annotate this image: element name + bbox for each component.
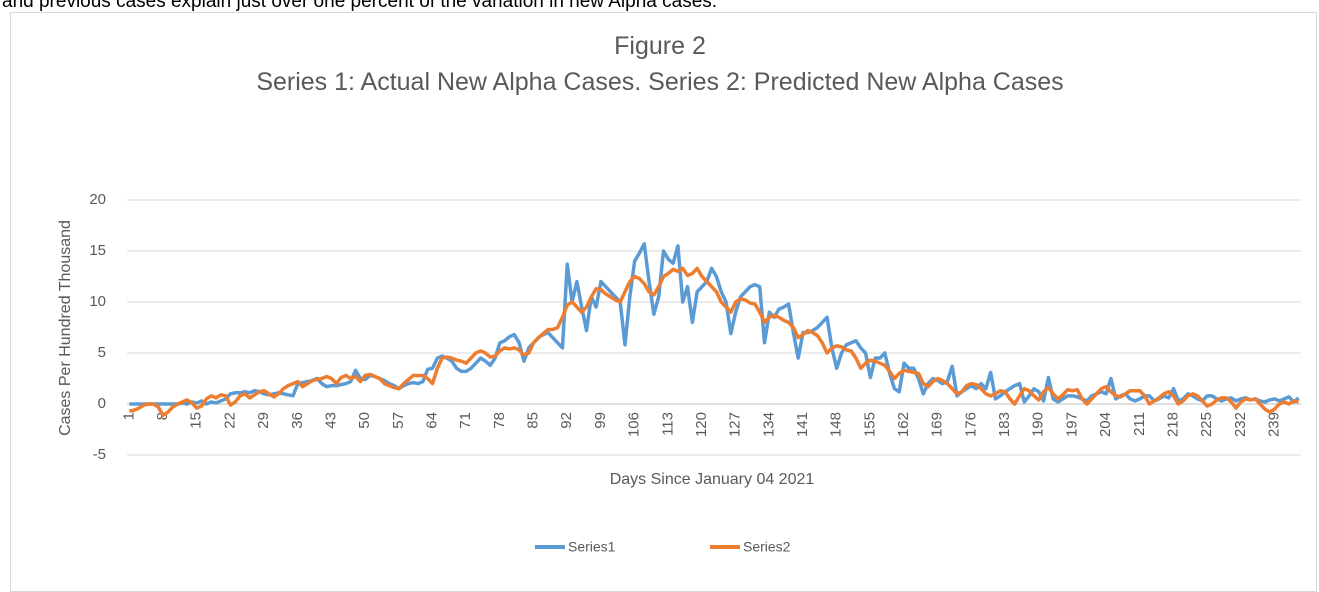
x-tick-label: 218	[1164, 412, 1181, 437]
x-tick-label: 78	[491, 412, 508, 429]
y-tick-label: 5	[98, 344, 106, 361]
x-tick-label: 190	[1030, 412, 1047, 437]
x-tick-label: 50	[356, 412, 373, 429]
titles: Figure 2 Series 1: Actual New Alpha Case…	[170, 28, 1150, 100]
x-tick-label: 92	[558, 412, 575, 429]
x-tick-label: 22	[221, 412, 238, 429]
y-tick-label: -5	[93, 446, 106, 463]
x-tick-label: 148	[828, 412, 845, 437]
x-tick-label: 99	[592, 412, 609, 429]
x-tick-label: 183	[996, 412, 1013, 437]
x-tick-label: 36	[289, 412, 306, 429]
x-tick-label: 29	[255, 412, 272, 429]
chart-subtitle: Series 1: Actual New Alpha Cases. Series…	[256, 68, 1064, 96]
x-tick-label: 15	[188, 412, 205, 429]
x-tick-label: 43	[322, 412, 339, 429]
x-tick-label: 120	[693, 412, 710, 437]
x-tick-label: 176	[962, 412, 979, 437]
x-axis-title: Days Since January 04 2021	[610, 471, 815, 488]
x-tick-label: 85	[525, 412, 542, 429]
x-tick-label: 211	[1131, 412, 1148, 436]
x-tick-label: 155	[861, 412, 878, 437]
y-tick-label: 20	[89, 191, 106, 208]
y-tick-label: 15	[89, 242, 106, 259]
x-tick-label: 204	[1097, 412, 1114, 437]
x-tick-label: 1	[120, 412, 137, 420]
x-tick-label: 141	[794, 412, 811, 437]
chart-title: Figure 2	[614, 32, 706, 60]
x-tick-label: 64	[423, 412, 440, 429]
x-tick-label: 57	[390, 412, 407, 429]
legend-label: Series2	[743, 539, 791, 555]
x-tick-label: 134	[760, 412, 777, 437]
series-line	[129, 242, 1300, 406]
x-tick-label: 239	[1266, 412, 1283, 437]
x-tick-label: 169	[929, 412, 946, 437]
series-line	[129, 266, 1299, 417]
x-tick-label: 113	[659, 412, 676, 436]
x-tick-label: 225	[1198, 412, 1215, 437]
paragraph: and previous cases explain just over one…	[2, 0, 718, 12]
y-tick-label: 10	[89, 293, 106, 310]
x-tick-label: 71	[457, 412, 474, 429]
y-axis-title: Cases Per Hundred Thousand	[57, 220, 74, 436]
x-tick-label: 106	[626, 412, 643, 437]
y-tick-label: 0	[98, 395, 106, 412]
x-tick-label: 232	[1232, 412, 1249, 437]
x-tick-label: 162	[895, 412, 912, 437]
x-tick-label: 127	[727, 412, 744, 437]
x-tick-label: 197	[1063, 412, 1080, 437]
legend-label: Series1	[568, 539, 616, 555]
